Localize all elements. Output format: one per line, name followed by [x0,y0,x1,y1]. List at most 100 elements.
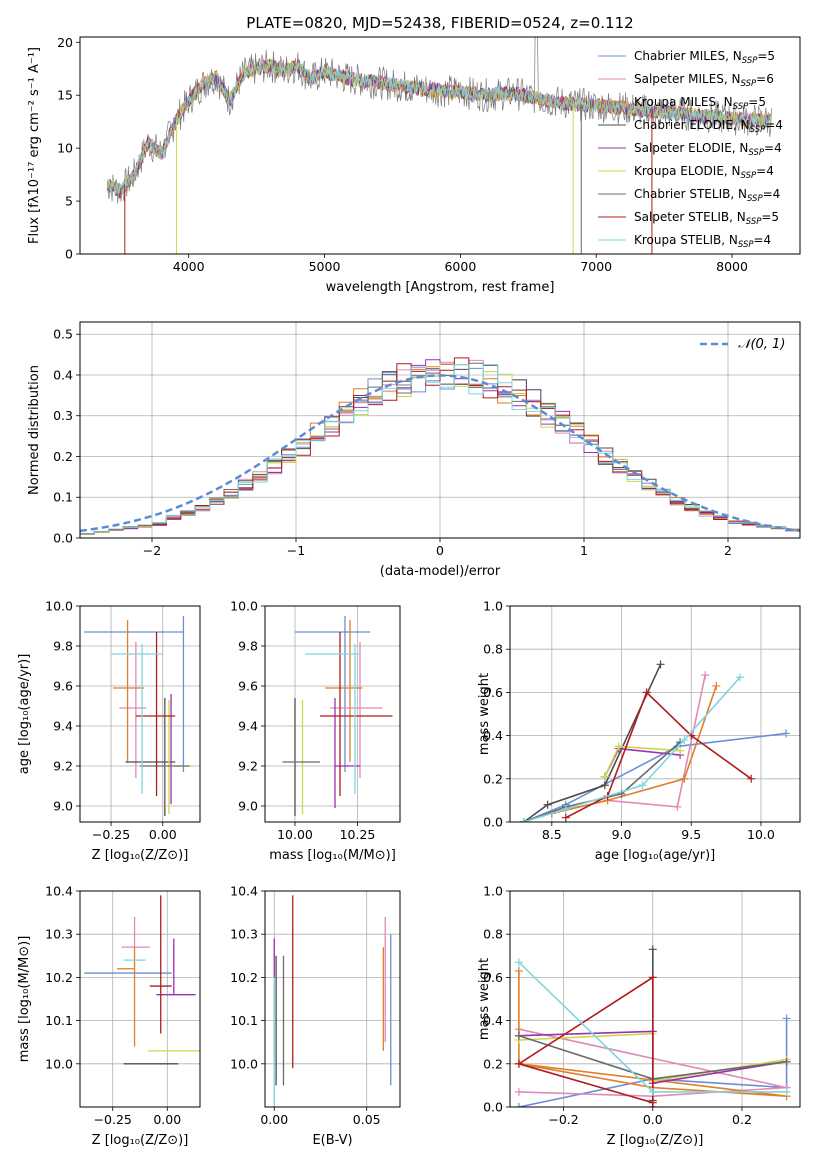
x-axis-label: mass [log₁₀(M/M⊙)] [269,848,396,863]
x-axis-label: wavelength [Angstrom, rest frame] [326,280,555,295]
y-tick-label: 0.0 [483,815,503,830]
x-axis-label: Z [log₁₀(Z/Z⊙)] [92,1133,189,1148]
axes-frame [264,605,401,823]
x-tick-label: −0.25 [94,1112,132,1127]
series-marker [514,1031,523,1040]
axes-frame [79,605,201,823]
x-tick-label: 10.0 [747,827,775,842]
axes-frame [264,890,401,1108]
y-tick-label: 20 [57,35,73,50]
series-marker [782,1087,791,1096]
errorbar-salpeter-stelib [320,632,393,796]
series-marker [736,673,745,682]
x-axis-label: E(B-V) [312,1133,352,1148]
series-marker [638,781,647,790]
errorbar-kroupa-stelib [305,644,360,794]
panel-8: −0.2 0.0 0.2 0.0 0.2 0.4 0.6 0.8 1.0 Z [log₁₀(Z/Z… [477,884,801,1148]
x-tick-label: 5000 [309,259,341,274]
normal-curve [80,374,800,533]
x-tick-label: −1 [287,543,305,558]
series-salpeter-stelib [514,973,657,1107]
legend-label-chabrier-stelib: Chabrier STELIB, NSSP=4 [634,187,780,204]
series-marker [747,774,756,783]
axes-frame [79,36,801,255]
legend-label-chabrier-elodie: Chabrier ELODIE, NSSP=4 [634,118,783,135]
x-axis-label: Z [log₁₀(Z/Z⊙)] [607,1133,704,1148]
y-tick-label: 0.4 [483,728,503,743]
series-kroupa-elodie [600,742,685,781]
errorbar-chabrier-miles [295,616,370,772]
y-tick-label: 10.4 [230,884,258,899]
y-axis-label: mass weight [477,673,492,755]
errorbar-chabrier-stelib [282,698,320,816]
series-marker [648,945,657,954]
series-marker [519,818,528,822]
y-tick-label: 9.2 [53,759,73,774]
y-tick-label: 9.2 [238,759,258,774]
y-tick-label: 0.0 [53,531,73,546]
legend-label-chabrier-miles: Chabrier MILES, NSSP=5 [634,49,775,66]
x-tick-label: 1 [580,543,588,558]
panel-1: 4000 5000 6000 7000 8000 0 5 10 15 20 wavelength [… [27,35,801,295]
y-tick-label: 9.4 [238,719,258,734]
series-marker [614,742,623,751]
series-marker [701,671,710,680]
y-tick-label: 0 [65,247,73,262]
y-tick-label: 10.0 [230,1056,258,1071]
series-line [523,741,681,822]
y-tick-label: 10 [57,141,73,156]
x-tick-label: −0.2 [548,1112,578,1127]
plot-area [106,37,772,254]
panel-7: 0.00 0.05 10.0 10.1 10.2 10.3 10.4 E(B-V) [230,884,401,1148]
y-tick-label: 1.0 [483,599,503,614]
plot-area [519,660,791,822]
y-tick-label: 0.6 [483,970,503,985]
x-tick-label: 0 [436,543,444,558]
errorbar-chabrier-miles [84,616,185,772]
errorbar-chabrier-stelib [140,704,190,808]
x-axis-label: age [log₁₀(age/yr)] [595,848,716,863]
y-tick-label: 1.0 [483,884,503,899]
plot-area [282,616,393,816]
y-axis-label: age [log₁₀(age/yr)] [17,654,32,775]
y-tick-label: 0.0 [483,1100,503,1115]
x-tick-label: 4000 [173,259,205,274]
y-tick-label: 0.3 [53,408,73,423]
x-tick-label: 0.00 [260,1112,288,1127]
series-line [516,975,654,1107]
series-marker [543,800,552,809]
histogram-salpeter-elodie [80,359,800,534]
y-tick-label: 9.0 [238,799,258,814]
panel-6: −0.25 0.00 10.0 10.1 10.2 10.3 10.4 Z [log₁₀(Z/… [17,884,201,1148]
figure-title: PLATE=0820, MJD=52438, FIBERID=0524, z=0… [246,14,633,32]
series-marker [514,1087,523,1096]
series-marker [561,805,570,814]
legend-label-salpeter-miles: Salpeter MILES, NSSP=6 [634,72,774,89]
x-axis-label: (data-model)/error [380,564,501,579]
series-marker [600,772,609,781]
x-tick-label: 6000 [444,259,476,274]
y-axis-label: mass weight [477,958,492,1040]
y-tick-label: 9.4 [53,719,73,734]
y-tick-label: 0.4 [483,1013,503,1028]
y-tick-label: 0.1 [53,490,73,505]
x-tick-label: 8000 [716,259,748,274]
errorbar-kroupa-miles [113,620,145,762]
y-tick-label: 10.1 [45,1013,73,1028]
y-axis-label: Flux [fλ10⁻¹⁷ erg cm⁻² s⁻¹ A⁻¹] [27,47,42,244]
legend-label-kroupa-elodie: Kroupa ELODIE, NSSP=4 [634,164,774,181]
series-marker [514,958,523,967]
legend-label-kroupa-miles: Kroupa MILES, NSSP=5 [634,95,766,112]
x-tick-label: 8.5 [542,827,562,842]
y-tick-label: 0.5 [53,327,73,342]
y-axis-label: Normed distribution [27,365,42,495]
series-marker [600,781,609,790]
errorbar-salpeter-elodie [334,698,360,808]
x-tick-label: 10.00 [277,827,313,842]
x-axis-label: Z [log₁₀(Z/Z⊙)] [92,848,189,863]
spectrum-kroupa-stelib [106,60,772,195]
errorbar-salpeter-stelib [149,895,172,1034]
x-tick-label: 0.0 [643,1112,663,1127]
y-tick-label: 9.8 [238,639,258,654]
errorbar-kroupa-elodie [168,700,194,814]
